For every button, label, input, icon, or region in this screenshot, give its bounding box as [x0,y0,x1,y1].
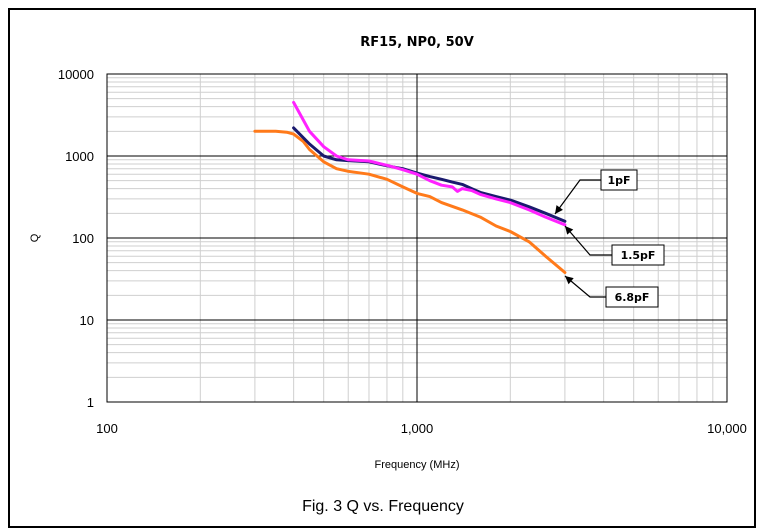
callout-6_8pF: 6.8pF [564,275,659,308]
x-tick-label: 10,000 [707,421,747,436]
callout-arrowhead [565,276,574,285]
series-line-1pF [292,126,567,223]
figure-border [8,8,756,528]
x-tick-label: 100 [96,421,118,436]
callout-1pF: 1pF [554,169,638,215]
callout-label: 6.8pF [615,291,650,304]
callout-arrowhead [565,226,574,235]
y-tick-label: 100 [72,231,94,246]
y-tick-label: 1 [87,395,94,410]
annotations: 1pF 1.5pF 6.8pF [554,169,665,308]
chart-title: RF15, NP0, 50V [360,35,474,50]
series-line-1_5pF [292,100,567,227]
callout-label: 1.5pF [621,249,656,262]
plot-area-border [106,73,728,403]
y-axis-label: Q [29,233,41,242]
callout-1_5pF: 1.5pF [564,225,665,266]
series-group [253,100,567,274]
y-tick-label: 10000 [58,67,94,82]
callout-leader [564,275,606,298]
x-tick-label: 1,000 [401,421,434,436]
x-axis-label: Frequency (MHz) [375,459,460,471]
callout-leader [554,179,601,215]
callout-leader [564,225,612,256]
y-tick-label: 1000 [65,149,94,164]
series-line-6_8pF [253,129,567,274]
grid [106,73,728,403]
callout-label: 1pF [607,174,630,187]
tick-labels: 100 1,000 10,000 1 10 100 1000 10000 [58,67,747,436]
callout-arrowhead [555,205,563,214]
figure-caption: Fig. 3 Q vs. Frequency [302,498,464,515]
y-tick-label: 10 [80,313,94,328]
